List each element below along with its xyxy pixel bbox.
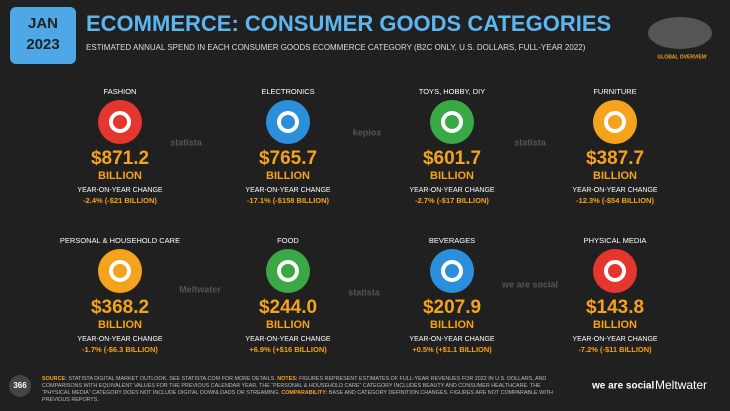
change-label: YEAR-ON-YEAR CHANGE [245,336,331,343]
map-label: GLOBAL OVERVIEW [657,54,707,60]
unit: BILLION [593,319,637,331]
watermark: statista [348,287,381,297]
note-text: FIGURES REPRESENT ESTIMATES OF FULL-YEAR… [42,376,547,396]
category: FASHION [104,87,137,96]
note-text: STATISTA DIGITAL MARKET OUTLOOK. SEE STA… [66,376,278,382]
category: TOYS, HOBBY, DIY [419,87,485,96]
change-label: YEAR-ON-YEAR CHANGE [77,187,163,194]
change-label: YEAR-ON-YEAR CHANGE [572,336,658,343]
icon-circle [266,249,310,293]
icon-glyph [109,260,131,282]
icon-circle [593,100,637,144]
footnote: SOURCE: STATISTA DIGITAL MARKET OUTLOOK.… [42,376,562,404]
badge-month: JAN [28,15,58,32]
subtitle: ESTIMATED ANNUAL SPEND IN EACH CONSUMER … [86,43,586,52]
value: $765.7 [259,148,317,169]
change: -2.4% (-$21 BILLION) [83,196,157,205]
change: +6.9% (+$16 BILLION) [249,345,327,354]
icon-glyph [604,260,626,282]
value: $207.9 [423,297,481,318]
category: FOOD [277,236,299,245]
world-map [648,17,712,49]
category: FURNITURE [593,87,636,96]
icon-circle [98,100,142,144]
unit: BILLION [266,170,310,182]
unit: BILLION [98,319,142,331]
category: PERSONAL & HOUSEHOLD CARE [60,236,180,245]
icon-circle [266,100,310,144]
icon-glyph [277,111,299,133]
icon-glyph [441,111,463,133]
value: $871.2 [91,148,149,169]
value: $143.8 [586,297,644,318]
watermark: we are social [501,279,558,289]
icon-glyph [441,260,463,282]
change: -17.1% (-$158 BILLION) [247,196,330,205]
icon-circle [430,100,474,144]
change-label: YEAR-ON-YEAR CHANGE [409,336,495,343]
change: -7.2% (-$11 BILLION) [578,345,652,354]
change-label: YEAR-ON-YEAR CHANGE [572,187,658,194]
note-label: NOTES: [277,376,298,382]
unit: BILLION [98,170,142,182]
watermark: statista [514,137,547,147]
note-label: SOURCE: [42,376,67,382]
value: $387.7 [586,148,644,169]
note-text: BASE AND CATEGORY DEFINITION CHANGES. FI… [42,390,553,403]
unit: BILLION [593,170,637,182]
watermark: kepios [353,127,382,137]
change: -1.7% (-$6.3 BILLION) [82,345,158,354]
badge-year: 2023 [26,36,59,53]
value: $601.7 [423,148,481,169]
unit: BILLION [430,319,474,331]
icon-circle [430,249,474,293]
change: -12.3% (-$54 BILLION) [576,196,654,205]
change-label: YEAR-ON-YEAR CHANGE [245,187,331,194]
icon-glyph [109,111,131,133]
watermark: Meltwater [179,284,221,294]
change: +0.5% (+$1.1 BILLION) [412,345,492,354]
category: PHYSICAL MEDIA [584,236,647,245]
value: $244.0 [259,297,317,318]
unit: BILLION [430,170,474,182]
note-label: COMPARABILITY: [281,390,328,396]
badge [10,7,76,64]
change: -2.7% (-$17 BILLION) [415,196,489,205]
unit: BILLION [266,319,310,331]
icon-circle [593,249,637,293]
logo-we-are-social: we are social [591,381,654,392]
logo-meltwater: Meltwater [655,378,707,392]
title: ECOMMERCE: CONSUMER GOODS CATEGORIES [86,11,611,36]
icon-glyph [277,260,299,282]
page-number: 366 [13,381,27,390]
icon-circle [98,249,142,293]
change-label: YEAR-ON-YEAR CHANGE [409,187,495,194]
category: ELECTRONICS [261,87,314,96]
category: BEVERAGES [429,236,475,245]
icon-glyph [604,111,626,133]
value: $368.2 [91,297,149,318]
watermark: statista [170,137,203,147]
change-label: YEAR-ON-YEAR CHANGE [77,336,163,343]
page-circle [9,375,31,397]
